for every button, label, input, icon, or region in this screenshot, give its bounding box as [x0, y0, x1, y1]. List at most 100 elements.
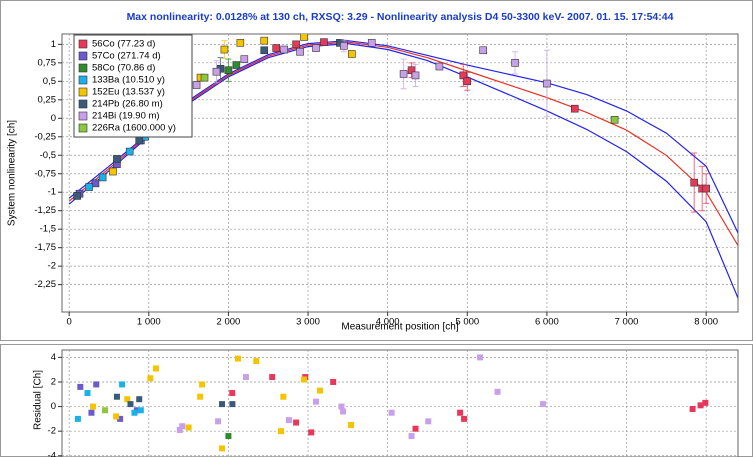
data-point [137, 407, 144, 414]
data-point [690, 178, 699, 187]
data-point [131, 409, 138, 416]
legend-label: 152Eu (13.537 y) [92, 87, 165, 98]
y-tick-label: -2 [48, 261, 56, 272]
data-point [88, 409, 95, 416]
legend-swatch [78, 63, 88, 73]
y-tick-label: 4 [51, 352, 56, 363]
legend-label: 56Co (77.23 d) [92, 39, 155, 50]
data-point [457, 409, 464, 416]
data-point [101, 407, 108, 414]
y-tick-label: -4 [48, 450, 56, 457]
legend-swatch [78, 75, 88, 85]
x-tick-label: 3 000 [296, 317, 320, 328]
data-point [300, 34, 308, 41]
residual-y-axis-label: Residual [Ch] [33, 370, 44, 430]
data-point [109, 167, 117, 176]
data-point [610, 115, 619, 124]
data-point [234, 355, 241, 362]
data-point [272, 44, 280, 52]
data-point [113, 155, 121, 163]
data-point [340, 408, 347, 415]
data-point [229, 390, 236, 397]
data-point [219, 401, 226, 408]
data-point [240, 55, 249, 63]
data-point [702, 184, 710, 193]
y-tick-label: -1,25 [34, 205, 56, 216]
data-point [229, 401, 236, 408]
data-point [511, 59, 519, 67]
data-point [330, 378, 337, 385]
data-point [543, 79, 551, 88]
legend-label: 214Bi (19.90 m) [92, 111, 160, 122]
x-tick-label: 1 000 [137, 317, 161, 328]
y-tick-label: -1,75 [34, 242, 56, 253]
data-point [152, 365, 159, 372]
data-point [113, 413, 120, 420]
legend-label: 58Co (70.86 d) [92, 63, 155, 74]
data-point [293, 419, 300, 426]
chart-title: Max nonlinearity: 0.0128% at 130 ch, RXS… [127, 11, 674, 23]
data-point [215, 418, 222, 425]
legend-label: 214Pb (26.80 m) [92, 99, 163, 110]
data-point [477, 354, 484, 361]
legend-swatch [78, 111, 88, 121]
y-tick-label: -1 [48, 187, 56, 198]
legend-box [73, 34, 193, 138]
data-point [312, 44, 320, 52]
data-point [292, 40, 300, 49]
y-tick-label: -0,75 [34, 168, 56, 179]
data-point [147, 375, 154, 382]
y-tick-label: -2,25 [34, 279, 56, 290]
data-point [136, 396, 143, 403]
data-point [316, 387, 323, 394]
legend-swatch [78, 87, 88, 97]
y-tick-label: 0,25 [38, 94, 57, 105]
data-point [176, 426, 183, 433]
legend-label: 57Co (271.74 d) [92, 51, 161, 62]
data-point [539, 401, 546, 408]
data-point [308, 429, 315, 436]
data-point [280, 45, 288, 54]
y-tick-label: 0,5 [43, 76, 56, 87]
data-point [185, 424, 192, 431]
data-point [127, 401, 134, 408]
legend-label: 133Ba (10.510 y) [92, 75, 165, 86]
data-point [388, 409, 395, 416]
y-tick-label: 0 [51, 401, 56, 412]
data-point [113, 393, 120, 400]
data-point [269, 374, 276, 381]
y-tick-label: 0,75 [38, 57, 57, 68]
data-point [425, 418, 432, 425]
y-tick-label: -1,5 [40, 224, 56, 235]
data-point [435, 62, 444, 71]
data-point [411, 71, 420, 80]
data-point [280, 393, 287, 400]
y-tick-label: 1 [51, 39, 56, 50]
data-point [570, 104, 579, 113]
data-point [312, 398, 319, 405]
data-point [85, 183, 93, 191]
data-point [463, 77, 472, 86]
data-point [119, 381, 126, 388]
x-tick-label: 2 000 [217, 317, 241, 328]
axes-layer: 0 1 000 2 000 3 000 4 000 5 000 6 000 7 000 8 00… [34, 34, 718, 457]
legend-swatch [78, 39, 88, 49]
data-point [260, 36, 269, 45]
legend-swatch [78, 123, 88, 133]
data-point [232, 61, 241, 69]
y-tick-label: 0 [51, 113, 56, 124]
data-point [253, 358, 260, 365]
data-point [236, 39, 245, 47]
y-tick-label: 2 [51, 376, 56, 387]
x-axis-label: Measurement position [ch] [341, 322, 459, 333]
data-point [697, 402, 704, 409]
data-point [260, 46, 269, 55]
data-point [117, 415, 124, 422]
data-point [220, 45, 229, 54]
data-point [301, 376, 308, 383]
data-point [461, 415, 468, 422]
data-point [408, 433, 415, 440]
data-point [179, 423, 186, 430]
legend-label: 226Ra (1600.000 y) [92, 123, 176, 134]
data-point [93, 381, 100, 388]
